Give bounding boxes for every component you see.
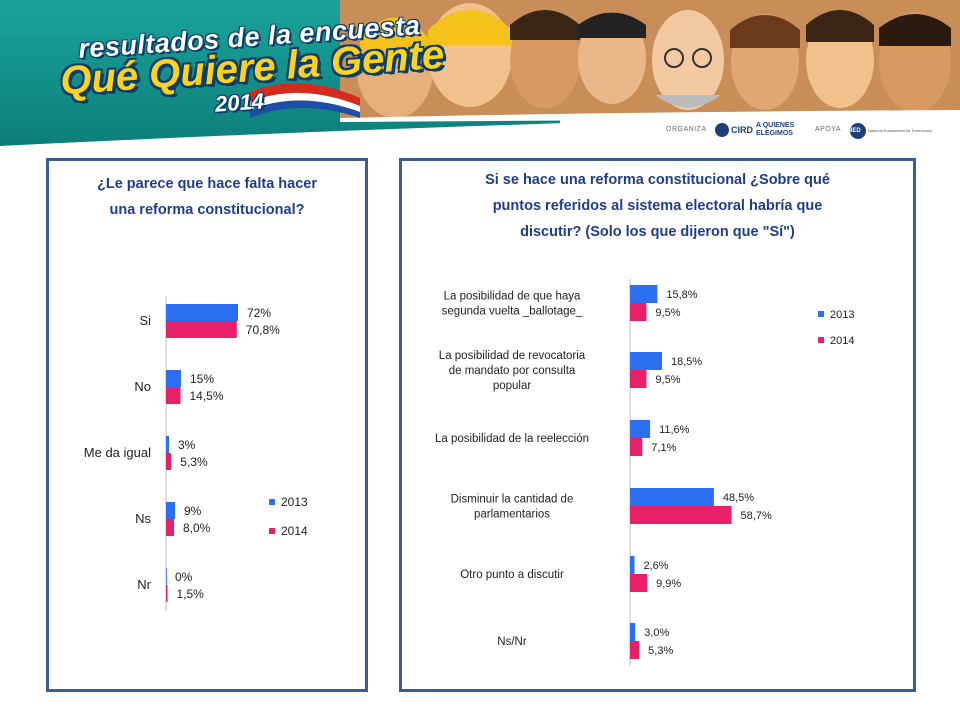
left-chart-data-label-2013: 72% — [247, 306, 271, 320]
right-chart-bar-2014 — [630, 303, 647, 321]
left-chart-category-label: Ns — [135, 511, 151, 526]
right-chart-title-line3: discutir? (Solo los que dijeron que "Sí"… — [520, 224, 795, 240]
right-chart-bar-2013 — [630, 352, 663, 370]
left-chart-bar-2013 — [166, 370, 181, 387]
right-chart-bar-2013 — [630, 488, 714, 506]
left-chart-legend-swatch-2014 — [269, 528, 275, 534]
org-ned-fullname: National Endowment for Democracy — [868, 128, 933, 133]
right-chart-category-label-line: de mandato por consulta — [449, 365, 576, 377]
right-chart-category-label-line: La posibilidad de la reelección — [435, 433, 589, 445]
left-chart-plot: Si 72% 70,8% No 15% 14,5% Me da igual 3% 5,3% Ns 9… — [84, 296, 308, 611]
cird-logo-icon — [715, 123, 729, 137]
left-chart-category-label: Me da igual — [84, 445, 151, 460]
left-chart-title: ¿Le parece que hace falta hacer una refo… — [59, 171, 355, 223]
right-chart-data-label-2013: 11,6% — [659, 424, 690, 436]
org-aquieneselegimos-name: A QUIENES ELEGIMOS — [756, 122, 795, 137]
right-chart-title-line1: Si se hace una reforma constitucional ¿S… — [485, 172, 830, 188]
logo-year: 2014 — [214, 88, 265, 117]
right-chart-data-label-2014: 7,1% — [651, 442, 676, 454]
right-chart-bar-2013 — [630, 556, 635, 574]
left-chart-data-label-2014: 5,3% — [180, 455, 208, 469]
right-chart-data-label-2014: 9,9% — [656, 578, 681, 590]
right-chart-data-label-2013: 18,5% — [671, 356, 702, 368]
banner-illustration — [0, 0, 960, 148]
left-chart-bar-2014 — [166, 321, 237, 338]
right-chart-legend-label-2013: 2013 — [830, 309, 854, 321]
right-chart-legend-swatch-2014 — [818, 337, 824, 343]
crowd-illustration — [340, 0, 960, 118]
right-chart-bar-2013 — [630, 285, 658, 303]
right-chart-data-label-2013: 15,8% — [666, 289, 697, 301]
right-chart-bar-2014 — [630, 506, 732, 524]
apoya-label: APOYA — [815, 126, 842, 133]
left-chart-category-label: No — [134, 379, 151, 394]
right-chart-plot: La posibilidad de que haya segunda vuelta… — [435, 279, 854, 666]
left-chart-bar-2014 — [166, 387, 181, 404]
right-chart-category-label-line: Ns/Nr — [497, 636, 527, 648]
right-chart-legend-label-2014: 2014 — [830, 335, 854, 347]
left-chart-legend-swatch-2013 — [269, 499, 275, 505]
left-chart-data-label-2014: 70,8% — [246, 323, 280, 337]
right-chart-legend-swatch-2013 — [818, 311, 824, 317]
right-chart-bar-2013 — [630, 623, 636, 641]
left-chart-data-label-2014: 14,5% — [190, 389, 224, 403]
left-chart-bar-2013 — [166, 502, 175, 519]
left-chart-data-label-2013: 9% — [184, 504, 202, 518]
left-chart-bar-2013 — [166, 568, 167, 585]
right-chart-data-label-2013: 48,5% — [723, 492, 754, 504]
left-chart-legend-label-2013: 2013 — [281, 495, 308, 509]
left-chart-data-label-2013: 15% — [190, 372, 214, 386]
organiza-label: ORGANIZA — [666, 126, 707, 133]
left-chart-data-label-2014: 8,0% — [183, 521, 211, 535]
left-chart-bar-2014 — [166, 519, 174, 536]
right-chart-category-label-line: parlamentarios — [474, 509, 550, 521]
right-chart-panel: Si se hace una reforma constitucional ¿S… — [399, 158, 916, 692]
right-chart-bar-2014 — [630, 574, 648, 592]
right-chart-data-label-2013: 2,6% — [643, 560, 668, 572]
right-chart-bar-2013 — [630, 420, 651, 438]
right-chart-category-label: Ns/Nr — [497, 636, 527, 648]
right-chart-category-label-line: popular — [493, 380, 532, 392]
right-chart-data-label-2014: 58,7% — [741, 510, 772, 522]
left-chart-title-line1: ¿Le parece que hace falta hacer — [96, 176, 317, 192]
right-chart-category-label: Otro punto a discutir — [460, 569, 564, 581]
left-chart-category-label: Nr — [137, 577, 151, 592]
left-chart-category-label: Si — [139, 313, 151, 328]
left-chart-data-label-2013: 3% — [178, 438, 196, 452]
right-chart-bar-2014 — [630, 641, 640, 659]
right-chart-category-label-line: La posibilidad de revocatoria — [439, 350, 586, 362]
org-cird-name: CIRD — [731, 125, 753, 135]
header-banner: resultados de la encuesta Qué Quiere la … — [0, 0, 960, 148]
right-chart-category-label: La posibilidad de la reelección — [435, 433, 589, 445]
left-chart-legend-label-2014: 2014 — [281, 524, 308, 538]
right-chart-data-label-2014: 5,3% — [648, 645, 673, 657]
right-chart-data-label-2014: 9,5% — [655, 307, 680, 319]
right-chart-title: Si se hace una reforma constitucional ¿S… — [412, 167, 903, 245]
left-chart-data-label-2013: 0% — [175, 570, 193, 584]
right-chart-category-label: Disminuir la cantidad de parlamentarios — [451, 494, 574, 521]
left-chart-data-label-2014: 1,5% — [177, 587, 205, 601]
left-chart-bar-2014 — [166, 453, 172, 470]
right-chart-data-label-2014: 9,5% — [655, 374, 680, 386]
right-chart-category-label-line: Otro punto a discutir — [460, 569, 564, 581]
right-chart-bar-2014 — [630, 438, 643, 456]
right-chart-data-label-2013: 3,0% — [644, 627, 669, 639]
left-chart-bar-2014 — [166, 585, 168, 602]
org-ned-name: NED — [848, 128, 861, 134]
ned-logo-icon — [850, 123, 866, 139]
left-chart-title-line2: una reforma constitucional? — [109, 202, 305, 218]
right-chart-category-label: La posibilidad de que haya segunda vuelta… — [442, 291, 583, 318]
right-chart-title-line2: puntos referidos al sistema electoral ha… — [492, 198, 823, 214]
right-chart-category-label-line: Disminuir la cantidad de — [451, 494, 574, 506]
right-chart-category-label: La posibilidad de revocatoria de mandato … — [439, 350, 586, 392]
left-chart-bar-2013 — [166, 436, 169, 453]
left-chart-bar-2013 — [166, 304, 238, 321]
left-chart-panel: ¿Le parece que hace falta hacer una refo… — [46, 158, 368, 692]
right-chart-category-label-line: segunda vuelta _ballotage_ — [442, 306, 583, 318]
right-chart-category-label-line: La posibilidad de que haya — [444, 291, 581, 303]
right-chart-bar-2014 — [630, 370, 647, 388]
